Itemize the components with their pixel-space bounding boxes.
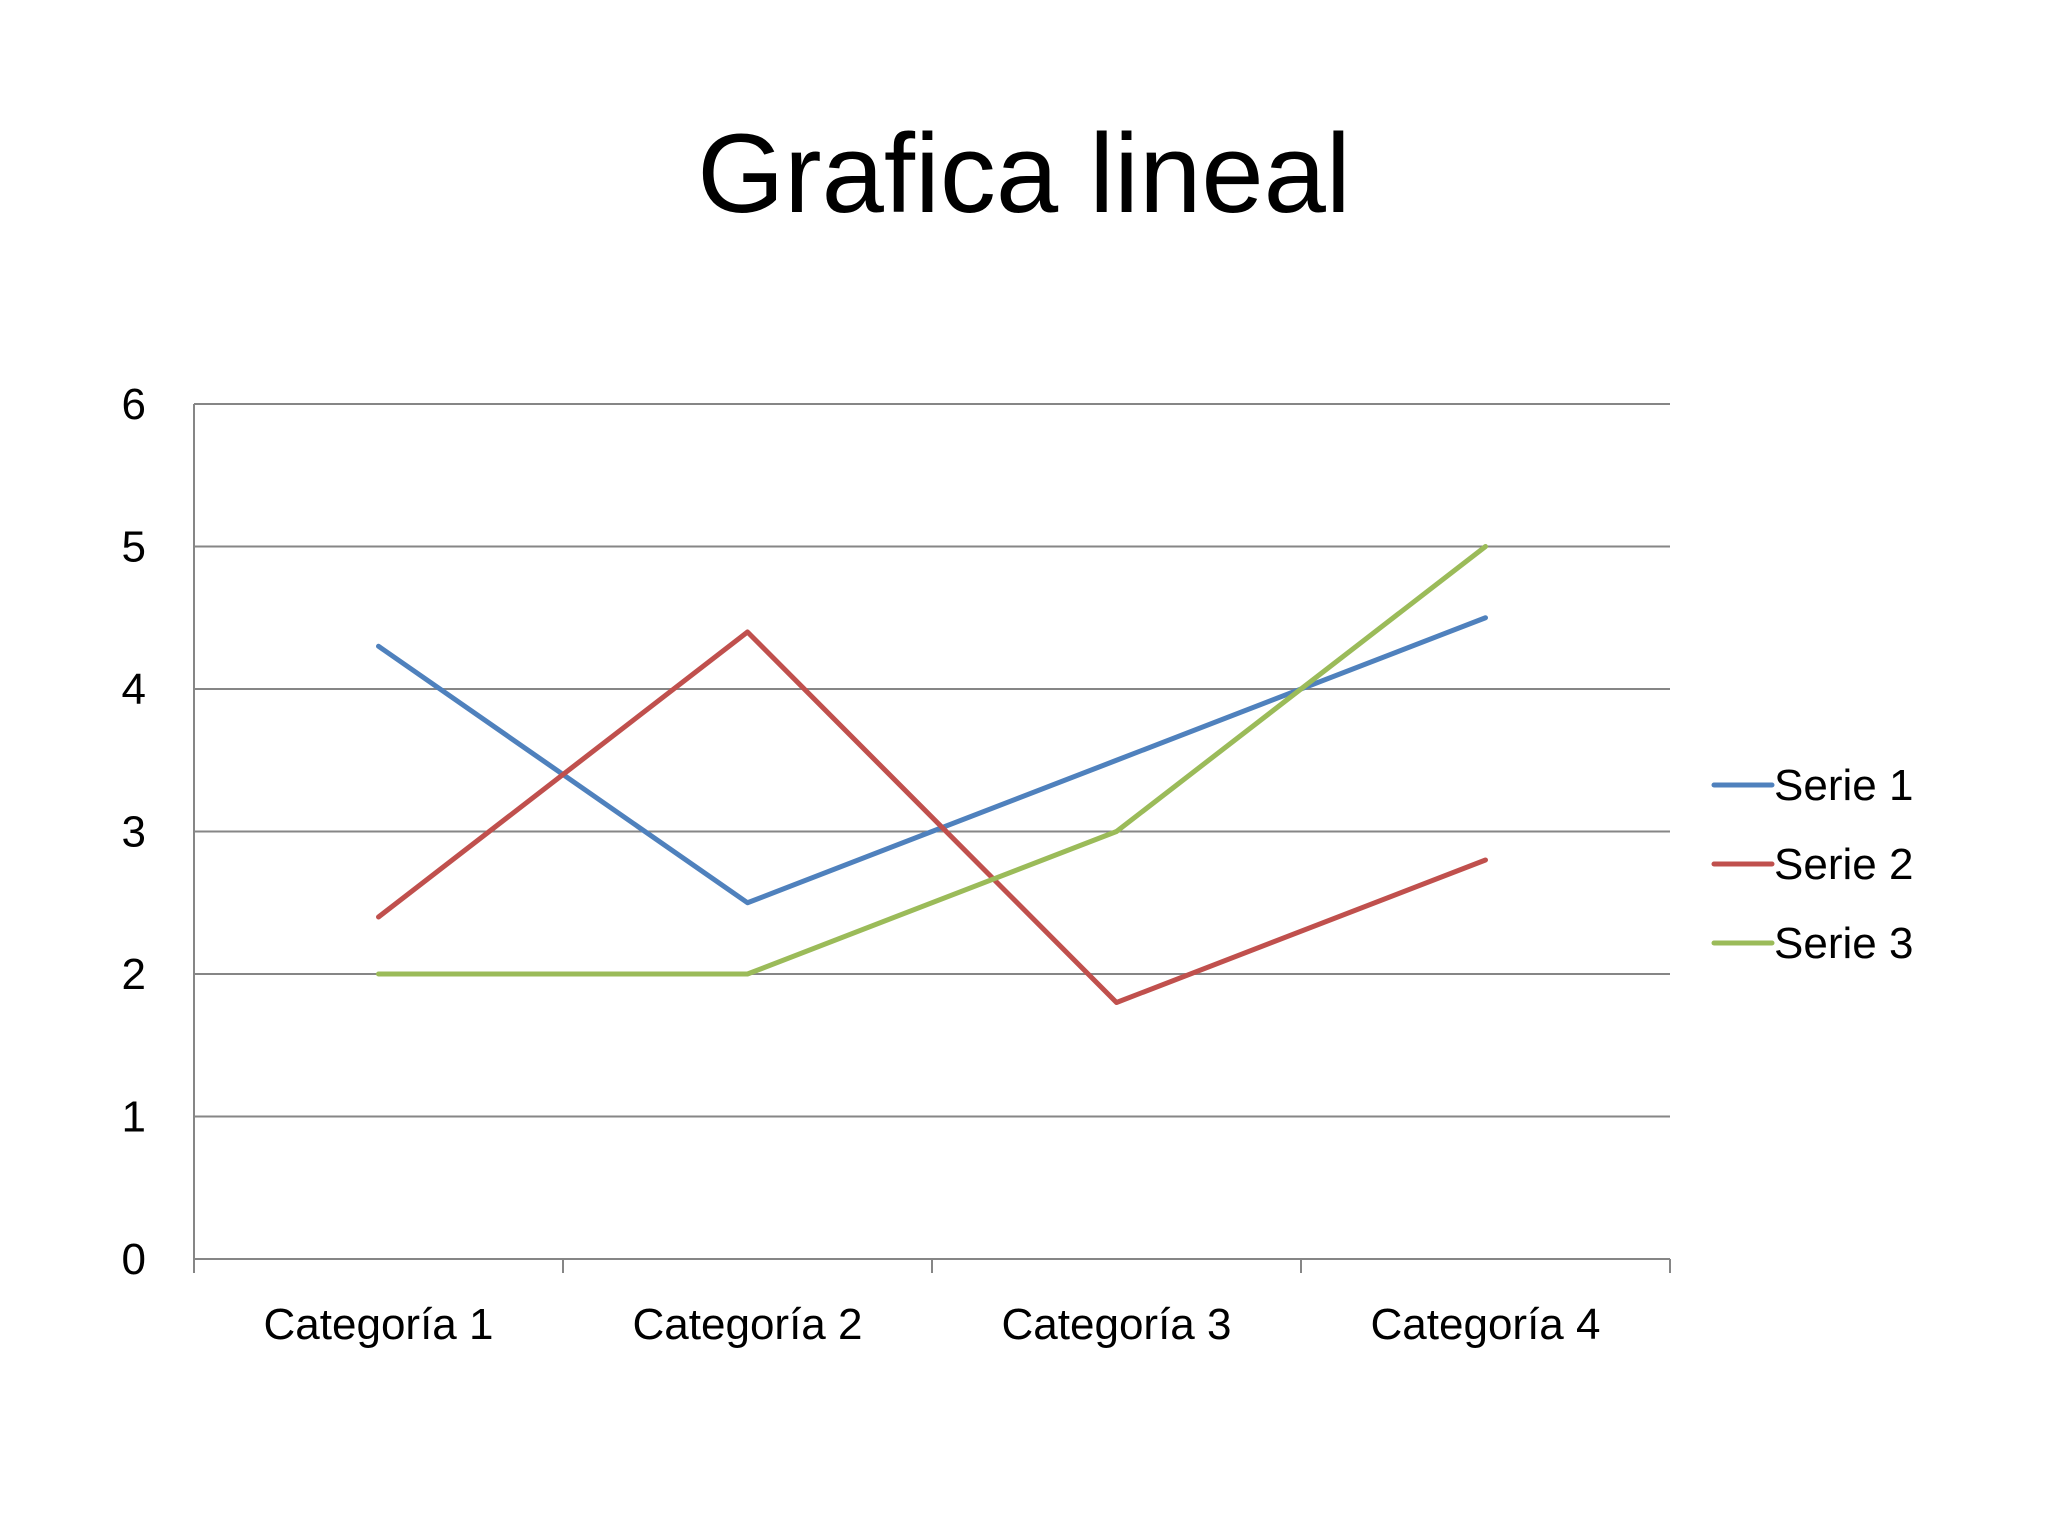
y-tick-label: 5 <box>122 523 146 572</box>
y-axis-tick-labels: 0 1 2 3 4 5 6 <box>122 380 146 1284</box>
x-tick-label: Categoría 3 <box>1002 1300 1232 1349</box>
chart-title: Grafica lineal <box>697 111 1351 236</box>
x-tick-label: Categoría 4 <box>1371 1300 1601 1349</box>
series-line-3 <box>376 544 1488 977</box>
gridlines <box>194 403 1670 1118</box>
legend-label: Serie 3 <box>1774 919 1913 968</box>
legend: Serie 1 Serie 2 Serie 3 <box>1711 761 1913 968</box>
legend-label: Serie 2 <box>1774 840 1913 889</box>
series-line-1 <box>376 615 1488 906</box>
legend-item-1: Serie 1 <box>1711 761 1913 810</box>
x-tick-label: Categoría 2 <box>633 1300 863 1349</box>
x-axis-tick-labels: Categoría 1 Categoría 2 Categoría 3 Categor… <box>264 1300 1601 1349</box>
y-tick-label: 6 <box>122 380 146 429</box>
legend-item-2: Serie 2 <box>1711 840 1913 889</box>
y-tick-label: 1 <box>122 1093 146 1142</box>
series-lines <box>376 544 1488 1005</box>
x-tick-label: Categoría 1 <box>264 1300 494 1349</box>
y-tick-label: 3 <box>122 808 146 857</box>
y-tick-label: 2 <box>122 950 146 999</box>
y-tick-label: 0 <box>122 1235 146 1284</box>
series-line-2 <box>376 629 1488 1005</box>
legend-item-3: Serie 3 <box>1711 919 1913 968</box>
axes <box>193 404 1671 1273</box>
legend-label: Serie 1 <box>1774 761 1913 810</box>
y-tick-label: 4 <box>122 665 146 714</box>
